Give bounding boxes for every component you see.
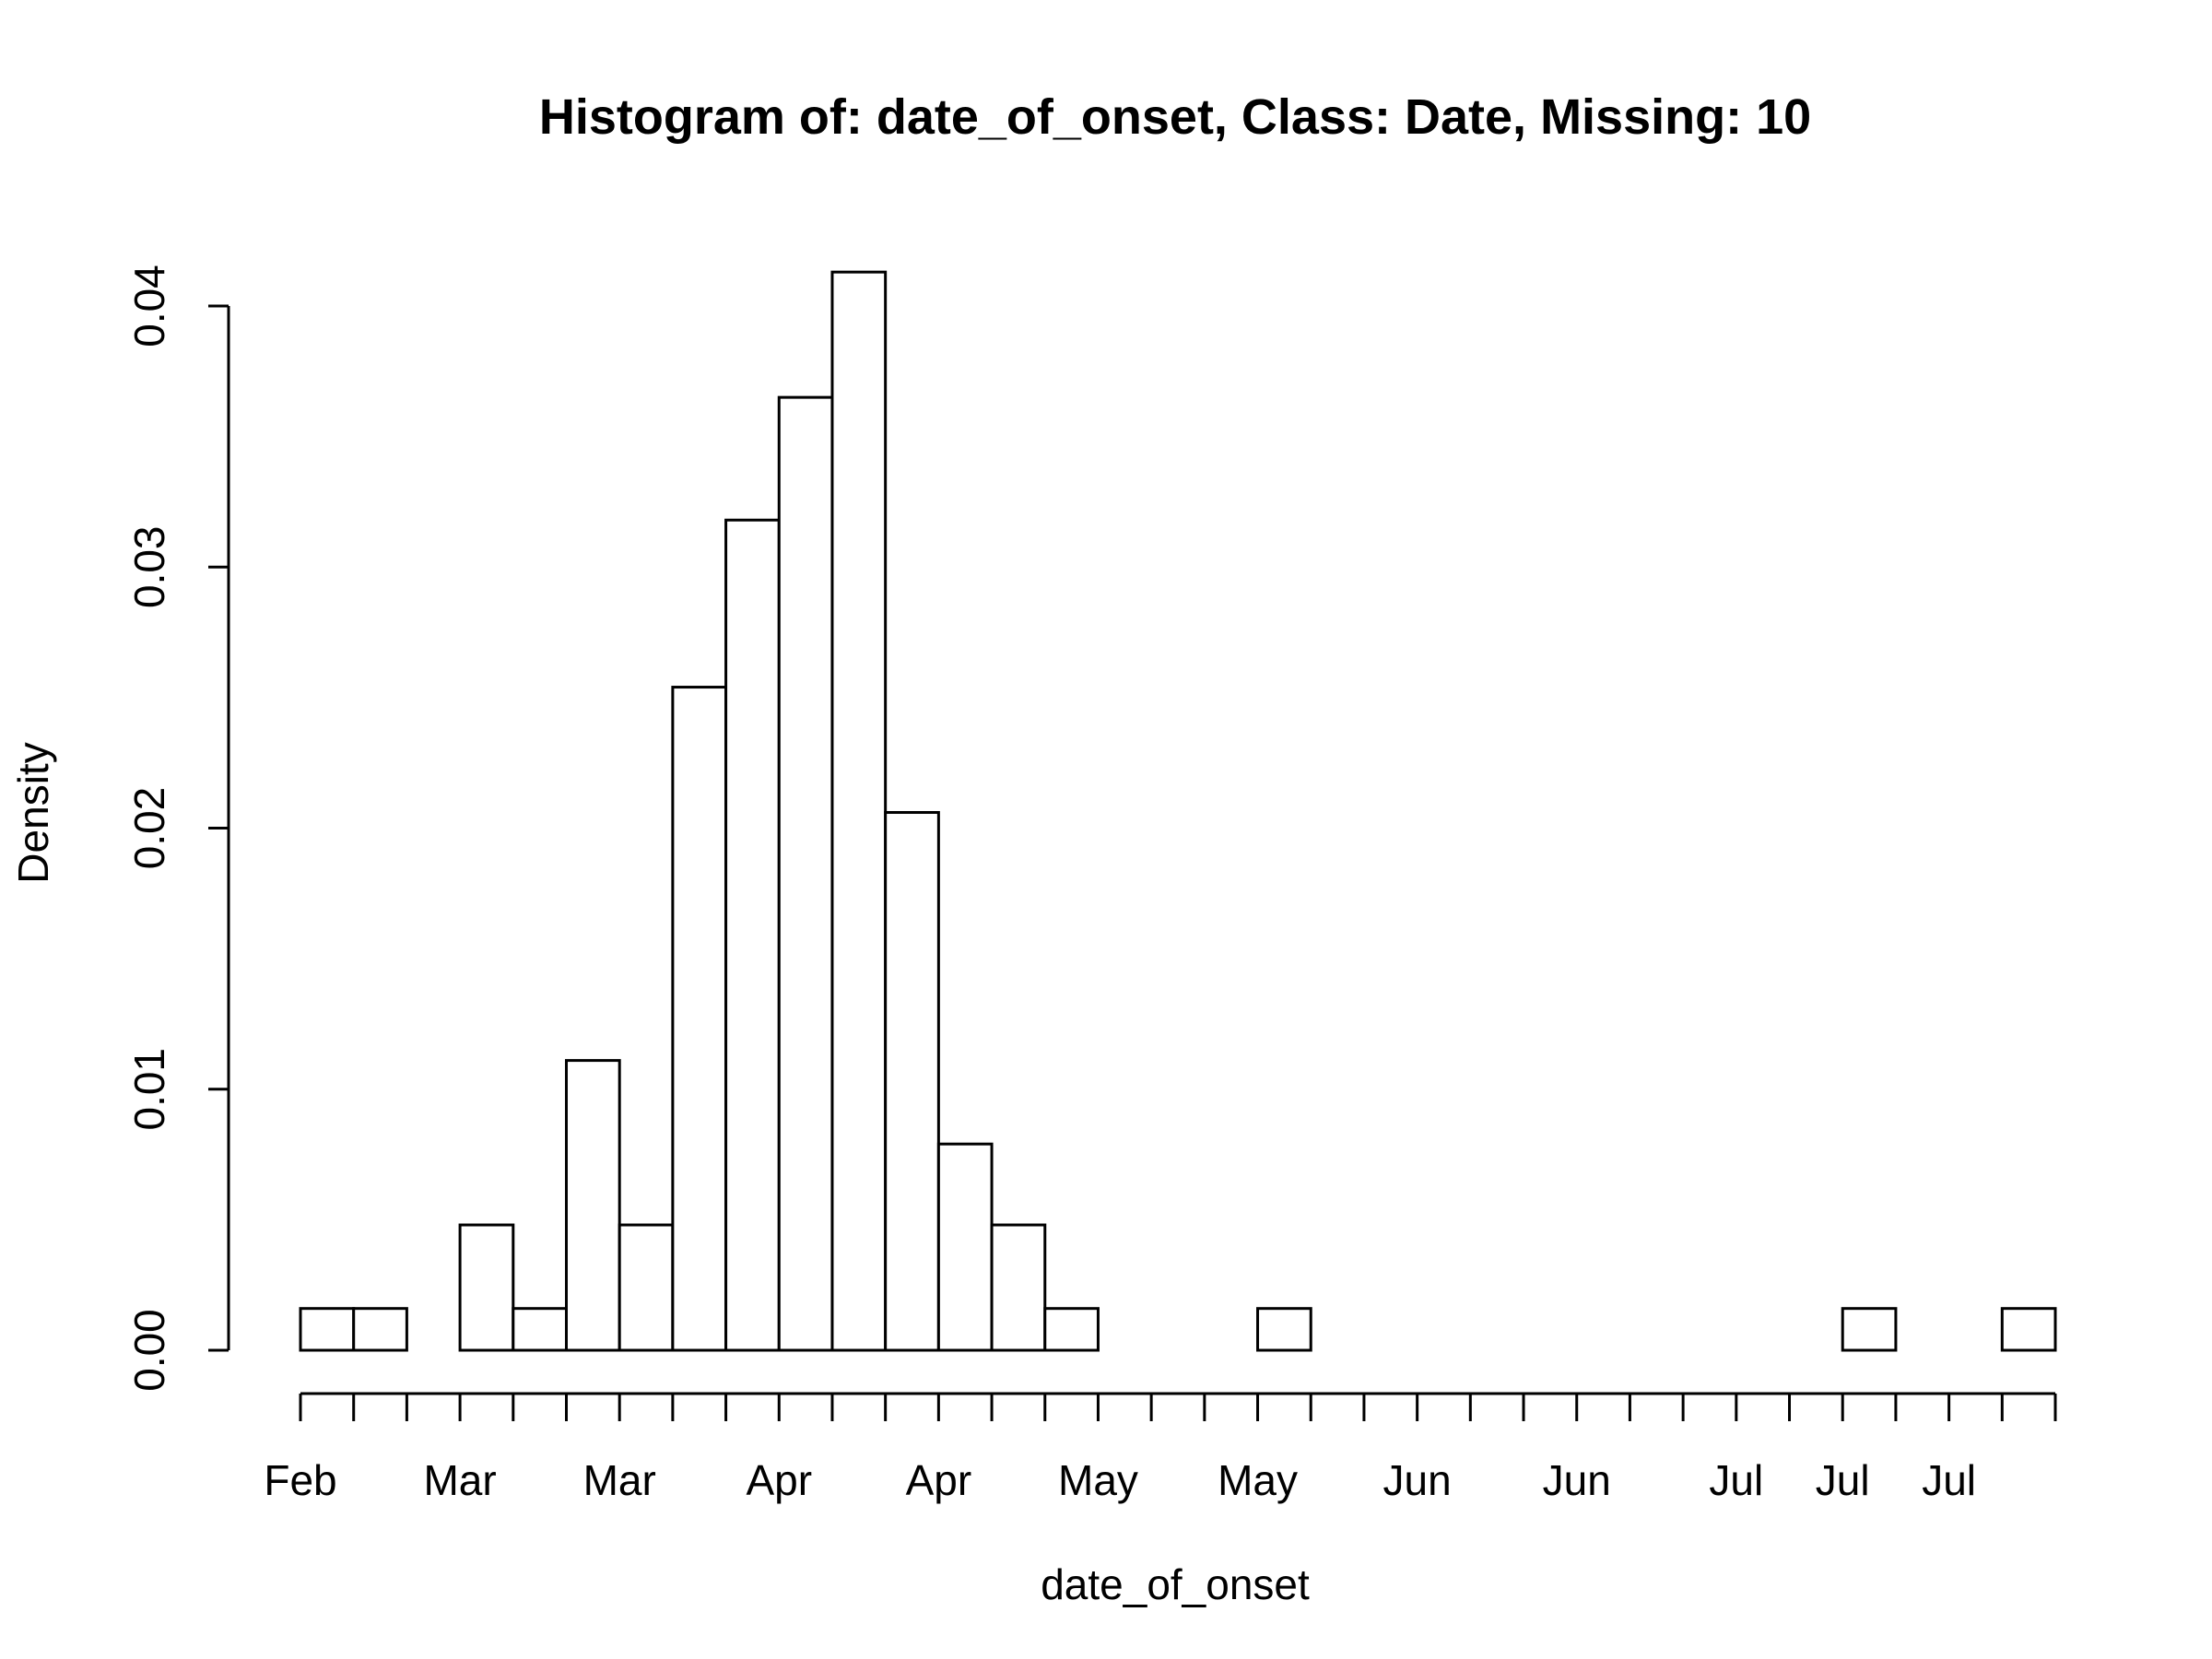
y-tick-label: 0.03 bbox=[125, 525, 173, 608]
x-tick-label: Jul bbox=[1709, 1456, 1763, 1504]
histogram-bar bbox=[458, 1223, 515, 1352]
x-tick-label: Jul bbox=[1922, 1456, 1976, 1504]
x-tick-label: Apr bbox=[906, 1456, 972, 1504]
histogram-bar bbox=[564, 1059, 621, 1352]
y-tick-label: 0.04 bbox=[125, 265, 173, 347]
histogram-bar bbox=[936, 1142, 994, 1352]
x-axis-label: date_of_onset bbox=[1041, 1560, 1310, 1608]
histogram-bar bbox=[618, 1223, 675, 1352]
histogram-bar bbox=[777, 395, 834, 1352]
histogram-bar bbox=[512, 1307, 568, 1352]
y-tick-label: 0.01 bbox=[125, 1048, 173, 1131]
y-tick-label: 0.00 bbox=[125, 1309, 173, 1392]
histogram-bar bbox=[1841, 1307, 1898, 1352]
x-axis: Feb Mar Mar Apr Apr May May Jun Jun Jul Jul Jul bbox=[264, 1392, 2057, 1504]
x-tick-label: May bbox=[1218, 1456, 1298, 1504]
y-tick-label: 0.02 bbox=[125, 787, 173, 870]
histogram-bar bbox=[990, 1223, 1047, 1352]
chart-title: Histogram of: date_of_onset, Class: Date… bbox=[539, 89, 1811, 145]
y-axis: 0.00 0.01 0.02 0.03 0.04 bbox=[125, 265, 230, 1392]
histogram-bar bbox=[299, 1307, 356, 1352]
histogram-bar bbox=[884, 811, 940, 1352]
y-axis-label: Density bbox=[9, 742, 57, 883]
x-tick-label: Jul bbox=[1816, 1456, 1870, 1504]
x-tick-label: Feb bbox=[264, 1456, 336, 1504]
x-tick-label: Jun bbox=[1383, 1456, 1452, 1504]
histogram-bar bbox=[1043, 1307, 1100, 1352]
histogram-bar bbox=[1256, 1307, 1312, 1352]
x-tick-label: May bbox=[1058, 1456, 1138, 1504]
histogram-bar bbox=[724, 518, 781, 1352]
x-tick-label: Mar bbox=[423, 1456, 496, 1504]
bars-group bbox=[299, 270, 2057, 1352]
x-tick-label: Mar bbox=[583, 1456, 656, 1504]
histogram-bar bbox=[352, 1307, 408, 1352]
histogram-bar bbox=[830, 270, 888, 1352]
x-tick-label: Apr bbox=[746, 1456, 812, 1504]
x-tick-label: Jun bbox=[1543, 1456, 1611, 1504]
histogram-bar bbox=[2000, 1307, 2057, 1352]
histogram-bar bbox=[671, 686, 728, 1352]
